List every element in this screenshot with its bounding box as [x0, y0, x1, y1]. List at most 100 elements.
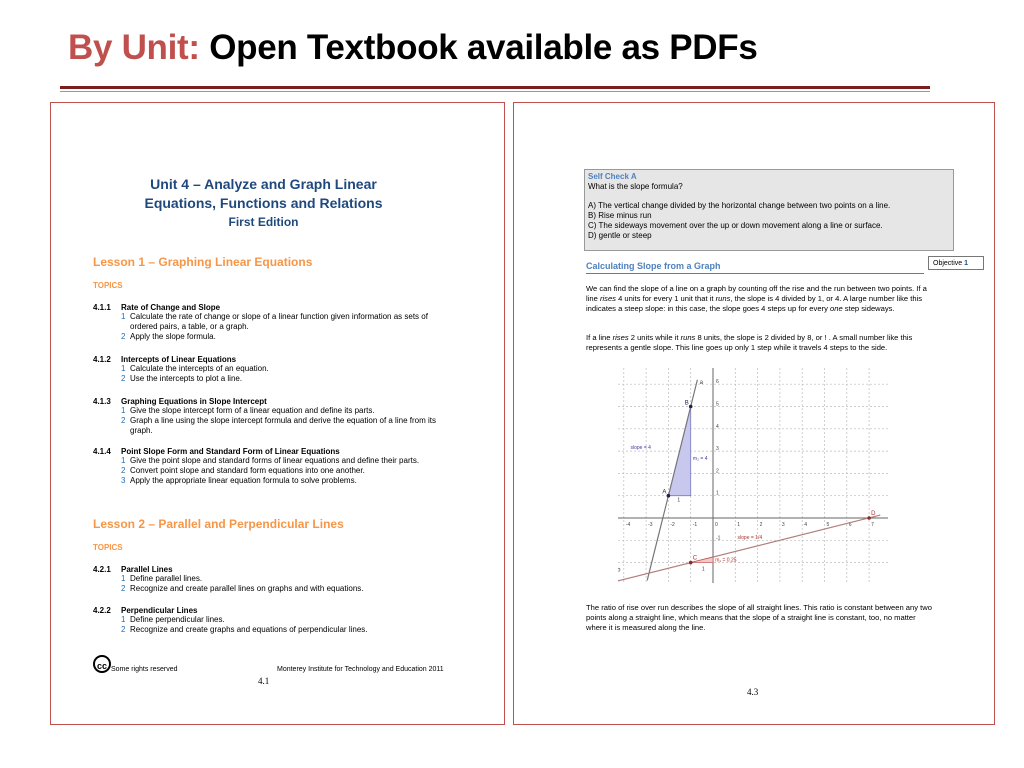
page-number: 4.1	[258, 676, 270, 686]
objective-item: 1 Calculate the intercepts of an equation…	[102, 364, 450, 374]
section-title: Calculating Slope from a Graph	[586, 261, 924, 274]
title-text: Open Textbook available as PDFs	[209, 28, 758, 67]
item-number: 1	[121, 574, 126, 583]
point-label: D	[871, 511, 876, 517]
item-text: Calculate the intercepts of an equation.	[130, 364, 269, 373]
left-page: Unit 4 – Analyze and Graph Linear Equati…	[50, 102, 505, 725]
objective-item: 2 Convert point slope and standard form e…	[102, 466, 450, 476]
point	[666, 493, 671, 498]
y-tick-label: -1	[716, 535, 721, 541]
topic-title: Intercepts of Linear Equations	[121, 355, 237, 364]
x-tick-label: -4	[626, 522, 631, 528]
slope-label: slope = 4	[630, 445, 651, 451]
topic-section: 4.1.2 Intercepts of Linear Equations 1 Calc…	[93, 355, 450, 384]
item-number: 1	[121, 456, 126, 465]
point	[688, 404, 693, 409]
x-tick-label: 3	[782, 522, 785, 528]
topic-title: Perpendicular Lines	[121, 606, 198, 615]
item-text: Apply the appropriate linear equation fo…	[130, 476, 357, 485]
item-number: 1	[121, 312, 126, 321]
objective-item: 3 Apply the appropriate linear equation f…	[102, 476, 450, 486]
lesson-title: Lesson 2 – Parallel and Perpendicular Li…	[93, 517, 344, 531]
point-label: A	[662, 490, 666, 496]
item-text: Give the slope intercept form of a linea…	[130, 406, 375, 415]
line-label: a	[700, 380, 704, 386]
item-text: Recognize and create parallel lines on g…	[130, 584, 364, 593]
objective-box: Objective 1	[928, 256, 984, 270]
objective-item: 1 Calculate the rate of change or slope o…	[102, 312, 450, 332]
x-tick-label: 1	[737, 522, 740, 528]
option: D) gentle or steep	[588, 231, 652, 240]
item-text: Graph a line using the slope intercept f…	[130, 416, 436, 435]
x-tick-label: 0	[715, 522, 718, 528]
objective-item: 2 Graph a line using the slope intercept …	[102, 416, 450, 436]
topic-number: 4.1.3	[93, 397, 111, 406]
y-tick-label: 5	[716, 402, 719, 408]
topic-heading: 4.1.2 Intercepts of Linear Equations	[93, 355, 450, 364]
item-text: Recognize and create graphs and equation…	[130, 625, 368, 634]
x-tick-label: 5	[827, 522, 830, 528]
slope-graph: -4 -3 -2 -1 0 1 2 3 4 5 6 7 -1 1 2 3 4 5 6 A B C Da b slope = 4 m…	[618, 368, 888, 583]
item-number: 1	[121, 615, 126, 624]
topic-title: Point Slope Form and Standard Form of Li…	[121, 447, 340, 456]
y-tick-label: 4	[716, 424, 719, 430]
x-tick-label: -3	[648, 522, 653, 528]
y-tick-label: 2	[716, 468, 719, 474]
topic-section: 4.1.1 Rate of Change and Slope 1 Calculate …	[93, 303, 450, 342]
item-text: Define perpendicular lines.	[130, 615, 225, 624]
item-number: 3	[121, 476, 126, 485]
m-label: m₁ = 0.25	[715, 557, 737, 563]
cc-license-icon: cc	[93, 655, 111, 673]
topic-heading: 4.2.2 Perpendicular Lines	[93, 606, 450, 615]
line-label: b	[618, 568, 621, 574]
run-label: 1	[702, 566, 705, 572]
option: A) The vertical change divided by the ho…	[588, 201, 891, 210]
topic-number: 4.2.1	[93, 565, 111, 574]
slope-label: slope = 1/4	[738, 535, 763, 541]
objective-item: 2 Use the intercepts to plot a line.	[102, 374, 450, 384]
objective-item: 1 Give the slope intercept form of a line…	[102, 406, 450, 416]
line-a	[646, 379, 698, 581]
topic-section: 4.1.4 Point Slope Form and Standard Form …	[93, 447, 450, 486]
topic-section: 4.1.3 Graphing Equations in Slope Interce…	[93, 397, 450, 436]
topic-heading: 4.2.1 Parallel Lines	[93, 565, 450, 574]
option: B) Rise minus run	[588, 211, 652, 220]
slope-triangle	[690, 556, 714, 563]
topic-number: 4.1.2	[93, 355, 111, 364]
item-text: Convert point slope and standard form eq…	[130, 466, 365, 475]
item-number: 2	[121, 332, 126, 341]
objective-number: 1	[964, 260, 969, 267]
slide-title: By Unit: Open Textbook available as PDFs	[68, 28, 758, 68]
paragraph-2: If a line rises 2 units while it runs 8 …	[586, 333, 913, 352]
unit-heading: Unit 4 – Analyze and Graph Linear Equati…	[51, 175, 476, 232]
item-text: Calculate the rate of change or slope of…	[130, 312, 428, 331]
item-number: 2	[121, 374, 126, 383]
topic-title: Graphing Equations in Slope Intercept	[121, 397, 267, 406]
objective-item: 1 Define perpendicular lines.	[102, 615, 450, 625]
footer-left: Some rights reserved	[111, 666, 178, 673]
topic-heading: 4.1.1 Rate of Change and Slope	[93, 303, 450, 312]
x-tick-label: 2	[760, 522, 763, 528]
point-label: B	[685, 401, 689, 407]
x-tick-label: -1	[693, 522, 698, 528]
divider	[60, 91, 930, 92]
y-tick-label: 3	[716, 446, 719, 452]
point	[867, 516, 871, 520]
edition: First Edition	[228, 215, 299, 229]
topic-section: 4.2.2 Perpendicular Lines 1 Define perpendi…	[93, 606, 450, 635]
item-number: 2	[121, 466, 126, 475]
option: C) The sideways movement over the up or …	[588, 221, 883, 230]
x-tick-label: 7	[871, 522, 874, 528]
line-b	[618, 514, 881, 582]
topic-heading: 4.1.3 Graphing Equations in Slope Interce…	[93, 397, 450, 406]
page-number: 4.3	[747, 687, 759, 697]
topics-label: TOPICS	[93, 543, 123, 552]
topics-label: TOPICS	[93, 281, 123, 290]
topic-number: 4.1.1	[93, 303, 111, 312]
y-tick-label: 1	[716, 491, 719, 497]
x-tick-label: -2	[670, 522, 675, 528]
objective-label: Objective	[933, 260, 963, 267]
objective-item: 2 Apply the slope formula.	[102, 332, 450, 342]
m-label: m₂ = 4	[693, 456, 708, 462]
topic-number: 4.1.4	[93, 447, 111, 456]
